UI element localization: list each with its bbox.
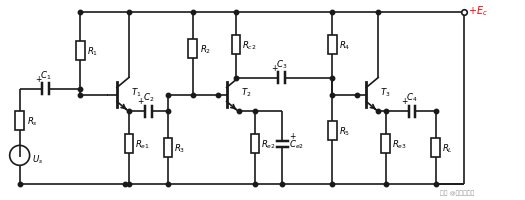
Text: $R_{e1}$: $R_{e1}$ — [135, 138, 150, 150]
Text: $R_s$: $R_s$ — [27, 115, 38, 127]
Bar — [328, 36, 337, 55]
Text: $R_4$: $R_4$ — [339, 39, 350, 52]
Bar — [328, 122, 337, 141]
Text: $C_{e2}$: $C_{e2}$ — [289, 138, 304, 150]
Text: $U_s$: $U_s$ — [32, 152, 44, 165]
Text: $+E_c$: $+E_c$ — [468, 4, 488, 18]
Text: $C_1$: $C_1$ — [40, 69, 51, 81]
Text: $T_3$: $T_3$ — [380, 86, 391, 98]
Text: $R_{e2}$: $R_{e2}$ — [261, 138, 276, 150]
Text: +: + — [35, 74, 41, 83]
Text: $C_3$: $C_3$ — [276, 58, 287, 70]
Text: $C_4$: $C_4$ — [406, 92, 417, 104]
Bar — [15, 111, 24, 130]
Text: $R_{c2}$: $R_{c2}$ — [242, 39, 257, 52]
Text: 头条 @哥专修电器: 头条 @哥专修电器 — [440, 190, 475, 195]
Text: $R_2$: $R_2$ — [200, 43, 211, 55]
Text: +: + — [401, 97, 407, 106]
Bar — [232, 36, 240, 55]
Text: +: + — [289, 131, 296, 140]
Bar — [432, 139, 440, 158]
Text: $R_1$: $R_1$ — [88, 45, 99, 57]
Text: +: + — [138, 97, 144, 106]
Bar — [76, 42, 85, 61]
Text: $C_2$: $C_2$ — [143, 92, 154, 104]
Text: +: + — [271, 63, 277, 72]
Text: $T_1$: $T_1$ — [131, 86, 141, 98]
Text: $R_{e3}$: $R_{e3}$ — [392, 138, 407, 150]
Text: $R_5$: $R_5$ — [339, 125, 350, 137]
Bar — [382, 135, 390, 154]
Text: $T_2$: $T_2$ — [240, 86, 251, 98]
Text: $R_3$: $R_3$ — [174, 142, 185, 154]
Bar — [163, 139, 172, 158]
Bar — [188, 40, 197, 59]
Bar — [251, 135, 259, 154]
Text: $R_L$: $R_L$ — [442, 142, 453, 154]
Bar — [124, 135, 133, 154]
